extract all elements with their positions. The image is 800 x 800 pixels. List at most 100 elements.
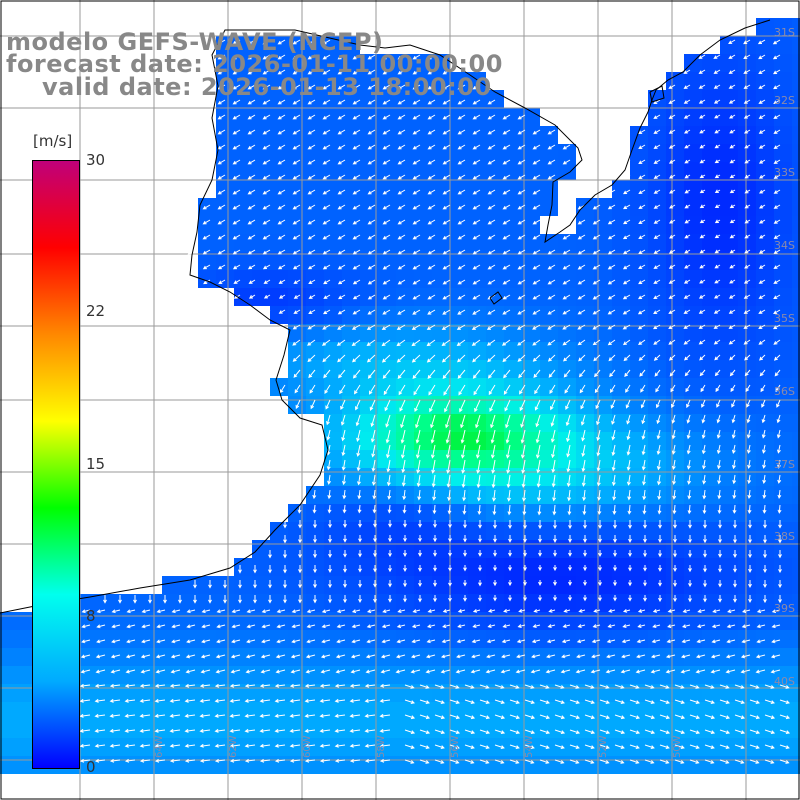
wind-arrow (577, 624, 586, 628)
speed-cell (216, 108, 234, 126)
wind-arrow (412, 69, 421, 75)
wind-arrow (397, 99, 406, 105)
speed-cell (576, 378, 594, 396)
speed-cell (216, 738, 234, 756)
wind-arrow (397, 159, 406, 165)
wind-arrow (427, 219, 436, 225)
speed-cell (792, 342, 800, 360)
wind-arrow (486, 339, 496, 346)
speed-cell (378, 522, 396, 540)
wind-arrow (336, 339, 346, 346)
wind-arrow (683, 129, 691, 134)
wind-arrow (713, 99, 721, 104)
speed-cell (342, 594, 360, 612)
wind-arrow (366, 339, 376, 347)
speed-cell (90, 594, 108, 612)
wind-arrow (547, 129, 556, 135)
speed-cell (468, 180, 486, 198)
wind-arrow (426, 324, 436, 330)
speed-cell (342, 720, 360, 738)
wind-arrow (592, 219, 601, 225)
wind-arrow (185, 654, 196, 659)
speed-cell (486, 234, 504, 252)
speed-cell (360, 396, 378, 414)
wind-arrow (309, 384, 316, 394)
wind-arrow (778, 550, 782, 559)
speed-cell (720, 126, 738, 144)
wind-arrow (522, 489, 527, 502)
wind-arrow (403, 580, 407, 588)
wind-arrow (217, 99, 226, 105)
wind-arrow (457, 129, 466, 135)
speed-cell (378, 558, 396, 576)
wind-arrow (605, 669, 616, 674)
wind-arrow (351, 624, 361, 629)
speed-cell (720, 756, 738, 774)
speed-cell (288, 522, 306, 540)
wind-arrow (139, 758, 151, 763)
speed-cell (774, 360, 792, 378)
wind-arrow (259, 758, 271, 763)
wind-arrow (358, 595, 362, 604)
wind-arrow (714, 249, 721, 254)
wind-arrow (337, 159, 346, 165)
wind-arrow (444, 399, 451, 413)
wind-arrow (553, 535, 557, 543)
wind-arrow (341, 429, 346, 442)
wind-arrow (434, 744, 445, 749)
wind-arrow (214, 713, 226, 718)
speed-cell (702, 612, 720, 630)
wind-arrow (671, 414, 676, 424)
speed-cell (414, 576, 432, 594)
wind-arrow (569, 729, 581, 734)
wind-arrow (471, 654, 481, 659)
wind-arrow (592, 279, 601, 285)
wind-arrow (382, 204, 391, 210)
speed-cell (432, 648, 450, 666)
wind-arrow (688, 565, 692, 573)
speed-cell (360, 720, 378, 738)
wind-arrow (698, 54, 706, 59)
wind-arrow (289, 683, 301, 688)
speed-cell (720, 630, 738, 648)
speed-cell (504, 270, 522, 288)
wind-arrow (292, 54, 301, 60)
wind-arrow (506, 474, 511, 489)
speed-cell (702, 126, 720, 144)
wind-arrow (732, 474, 737, 485)
wind-arrow (419, 684, 430, 689)
wind-arrow (577, 249, 586, 255)
wind-arrow (320, 669, 331, 674)
wind-arrow (184, 698, 196, 703)
wind-arrow (277, 84, 286, 90)
wind-arrow (508, 565, 512, 572)
wind-arrow (684, 144, 691, 149)
wind-arrow (79, 683, 91, 688)
speed-cell (216, 72, 234, 90)
speed-cell (486, 450, 504, 468)
wind-arrow (141, 624, 151, 629)
speed-cell (360, 630, 378, 648)
speed-cell (648, 576, 666, 594)
speed-cell (378, 270, 396, 288)
speed-cell (666, 432, 684, 450)
speed-cell (360, 270, 378, 288)
speed-cell (540, 558, 558, 576)
wind-arrow (508, 520, 512, 530)
wind-arrow (404, 759, 415, 764)
wind-arrow (728, 69, 736, 74)
wind-arrow (382, 84, 391, 90)
speed-cell (630, 252, 648, 270)
wind-arrow (216, 609, 226, 614)
wind-arrow (598, 565, 602, 572)
speed-cell (180, 738, 198, 756)
speed-cell (630, 504, 648, 522)
speed-cell (234, 720, 252, 738)
wind-arrow (262, 204, 271, 210)
wind-arrow (779, 684, 790, 689)
wind-arrow (440, 654, 451, 659)
speed-cell (558, 630, 576, 648)
wind-arrow (772, 54, 781, 60)
wind-arrow (277, 234, 286, 240)
